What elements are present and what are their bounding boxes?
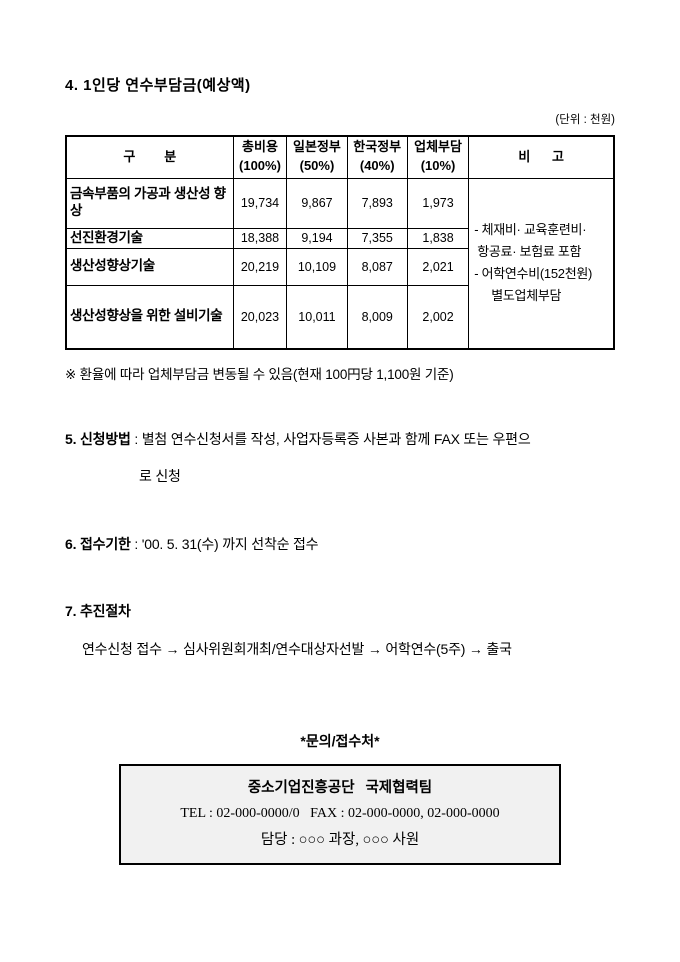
row-korea: 7,893 <box>346 177 408 229</box>
section7-procedure-flow: 연수신청 접수 → 심사위원회개최/연수대상자선발 → 어학연수(5주) → 출… <box>82 641 512 657</box>
header-category: 구 분 <box>65 135 234 179</box>
section7: 7. 추진절차 연수신청 접수 → 심사위원회개최/연수대상자선발 → 어학연수… <box>65 601 615 659</box>
header-japan: 일본정부 (50%) <box>286 135 348 179</box>
remarks-line: - 어학연수비(152천원) <box>474 266 593 282</box>
header-remarks: 비 고 <box>468 135 615 179</box>
row-company: 2,021 <box>406 247 470 286</box>
row-total: 20,219 <box>232 247 288 286</box>
remarks-line: 항공료· 보험료 포함 <box>477 244 582 260</box>
remarks-cell: - 체재비· 교육훈련비· 항공료· 보험료 포함 - 어학연수비(152천원)… <box>468 177 615 350</box>
header-company: 업체부담 (10%) <box>406 135 470 179</box>
row-label: 생산성향상을 위한 설비기술 <box>65 284 234 350</box>
table-row: 선진환경기술 18,388 9,194 7,355 1,838 <box>65 227 614 249</box>
row-korea: 8,009 <box>346 284 408 350</box>
row-total: 20,023 <box>232 284 288 350</box>
row-japan: 10,011 <box>286 284 348 350</box>
section5-text-line2: 로 신청 <box>139 468 181 484</box>
row-label: 생산성향상기술 <box>65 247 234 286</box>
row-japan: 10,109 <box>286 247 348 286</box>
contact-manager: 담당 : ○○○ 과장, ○○○ 사원 <box>260 832 420 848</box>
header-total: 총비용 (100%) <box>232 135 288 179</box>
remarks-line: - 체재비· 교육훈련비· <box>474 222 587 238</box>
row-korea: 7,355 <box>346 227 408 249</box>
section5-title: 5. 신청방법 <box>65 431 131 447</box>
row-company: 2,002 <box>406 284 470 350</box>
row-total: 19,734 <box>232 177 288 229</box>
section6-title: 6. 접수기한 <box>65 536 131 552</box>
row-total: 18,388 <box>232 227 288 249</box>
contact-heading: *문의/접수처* <box>300 733 380 749</box>
table-row: 생산성향상을 위한 설비기술 20,023 10,011 8,009 2,002 <box>65 284 614 350</box>
header-korea: 한국정부 (40%) <box>346 135 408 179</box>
table-header-row: 구 분 총비용 (100%) 일본정부 (50%) 한국정부 (40%) 업체부담 (1… <box>65 135 615 179</box>
section5-text: : 별첨 연수신청서를 작성, 사업자등록증 사본과 함께 FAX 또는 우편으 <box>130 431 531 447</box>
section5: 5. 신청방법 : 별첨 연수신청서를 작성, 사업자등록증 사본과 함께 FA… <box>65 429 615 486</box>
contact-box: 중소기업진흥공단 국제협력팀 TEL : 02-000-0000/0 FAX :… <box>119 764 561 865</box>
table-row: 금속부품의 가공과 생산성 향상 19,734 9,867 7,893 1,97… <box>65 177 615 350</box>
section4-title: 4. 1인당 연수부담금(예상액) <box>65 77 251 94</box>
contact-tel-fax: TEL : 02-000-0000/0 FAX : 02-000-0000, 0… <box>180 806 500 821</box>
exchange-rate-note: ※ 환율에 따라 업체부담금 변동될 수 있음(현재 100円당 1,100원 … <box>65 367 454 382</box>
row-company: 1,973 <box>406 177 470 229</box>
row-japan: 9,194 <box>286 227 348 249</box>
row-japan: 9,867 <box>286 177 348 229</box>
remarks-line: 별도업체부담 <box>491 288 562 304</box>
contact-org: 중소기업진흥공단 국제협력팀 <box>247 780 433 796</box>
row-label: 금속부품의 가공과 생산성 향상 <box>65 177 234 229</box>
row-label: 선진환경기술 <box>65 227 234 249</box>
fee-table: 구 분 총비용 (100%) 일본정부 (50%) 한국정부 (40%) 업체부담 (1… <box>65 135 615 350</box>
section6-text: : '00. 5. 31(수) 까지 선착순 접수 <box>130 536 319 552</box>
section6: 6. 접수기한 : '00. 5. 31(수) 까지 선착순 접수 <box>65 534 615 554</box>
section7-title: 7. 추진절차 <box>65 603 131 619</box>
row-korea: 8,087 <box>346 247 408 286</box>
row-company: 1,838 <box>406 227 470 249</box>
unit-note: (단위 : 천원) <box>555 114 615 126</box>
table-row: 생산성향상기술 20,219 10,109 8,087 2,021 <box>65 247 614 286</box>
